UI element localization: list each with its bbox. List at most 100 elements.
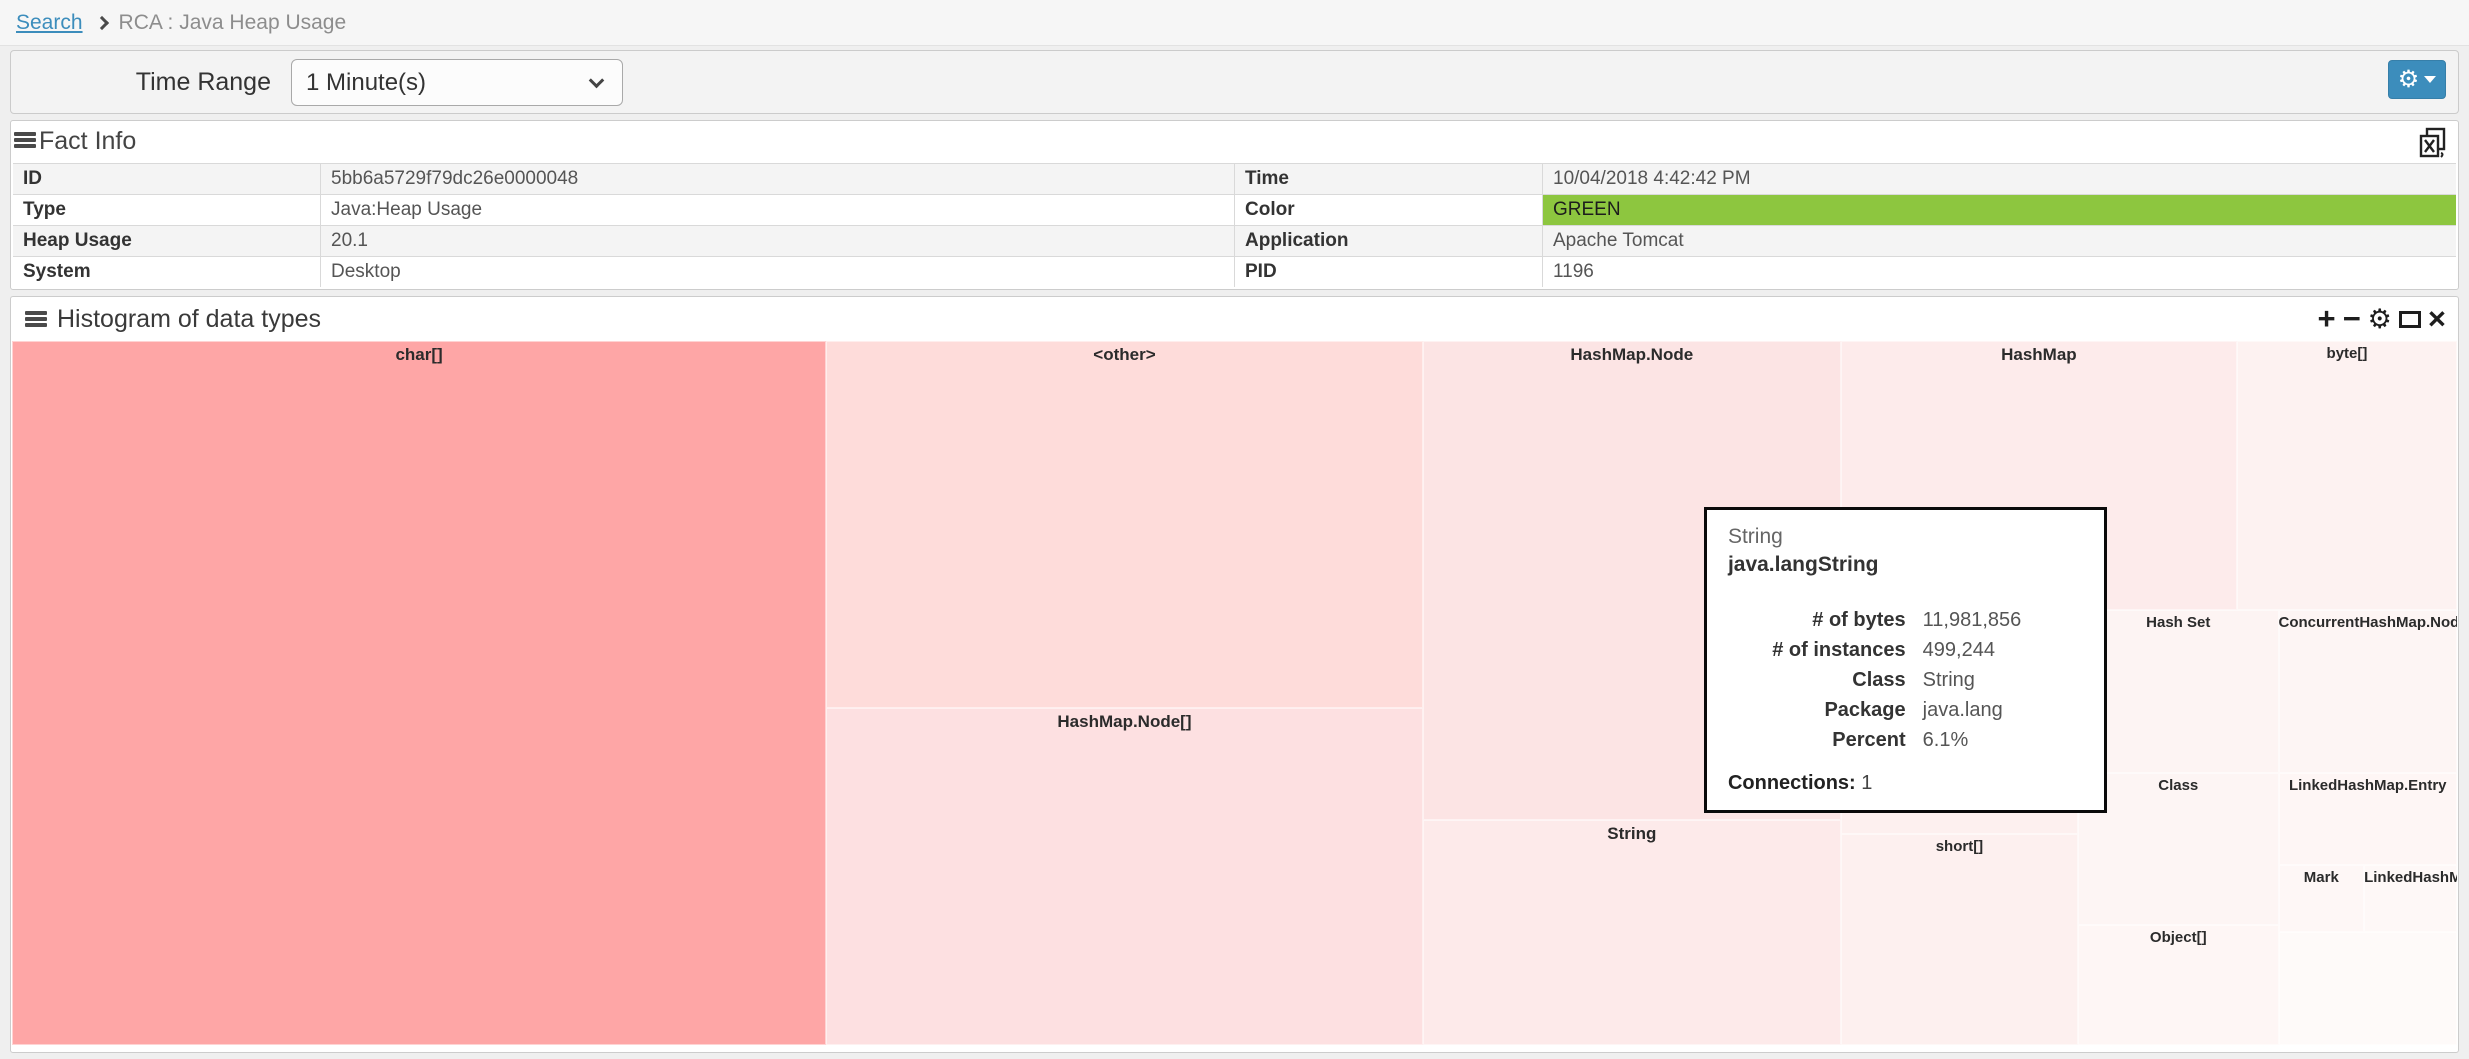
treemap-cell-linkedhashmap-entry[interactable]: LinkedHashMap.Entry [2278, 773, 2457, 865]
tooltip-title: String [1727, 525, 1783, 549]
treemap-cell-mark[interactable]: Mark [2278, 864, 2365, 933]
treemap-cell-label: String [1607, 823, 1657, 843]
time-range-label: Time Range [135, 68, 271, 96]
fact-value: Apache Tomcat [1553, 230, 1684, 251]
treemap-cell-linkedhashmap[interactable]: LinkedHashMap [2364, 864, 2457, 933]
tooltip-connections-label: Connections: [1727, 772, 1856, 795]
treemap-cell-label: char[] [395, 345, 443, 364]
fact-value: 1196 [1553, 261, 1594, 282]
fact-label: Color [1235, 195, 1543, 225]
fact-value: 5bb6a5729f79dc26e0000048 [321, 164, 1235, 194]
fact-value: 20.1 [321, 226, 1235, 256]
chevron-down-icon [588, 72, 605, 89]
treemap-cell-object[interactable]: Object[] [2078, 925, 2279, 1045]
zoom-out-icon[interactable]: − [2342, 301, 2361, 336]
fact-row: Type Java:Heap Usage Color GREEN [13, 194, 2456, 225]
treemap-cell-label: <other> [1093, 345, 1156, 364]
list-icon [25, 311, 47, 329]
fact-info-title: Fact Info [39, 127, 137, 155]
toolbar: Time Range 1 Minute(s) ⚙ [10, 50, 2459, 114]
histogram-title: Histogram of data types [57, 305, 322, 333]
treemap-cell-class[interactable]: Class [2078, 773, 2279, 926]
tooltip-field-row: # of bytes 11,981,856 [1728, 609, 2083, 632]
tooltip-field-label: Percent [1832, 729, 1906, 752]
fact-info-header: Fact Info [11, 121, 2458, 163]
tooltip-field-row: # of instances 499,244 [1728, 639, 2083, 662]
tooltip-subtitle: java.langString [1727, 553, 1879, 577]
treemap-cell-label: Hash Set [2146, 613, 2211, 631]
treemap-cell-label: Object[] [2149, 929, 2207, 947]
treemap-cell-hash-set[interactable]: Hash Set [2078, 609, 2279, 774]
treemap-cell-hashmap-node[interactable]: HashMap.Node[] [826, 708, 1423, 1045]
tooltip-connections-value: 1 [1861, 772, 1873, 795]
tooltip-field-row: Class String [1728, 669, 2083, 692]
fact-row: System Desktop PID 1196 [13, 256, 2456, 287]
tooltip-field-label: Package [1824, 699, 1906, 722]
tooltip-connections: Connections: 1 [1728, 772, 1872, 795]
treemap-tooltip: String java.langString # of bytes 11,981,… [1703, 507, 2108, 814]
fact-label: Time [1235, 164, 1543, 194]
tooltip-field-value: String [1922, 669, 1975, 692]
maximize-icon[interactable] [2398, 310, 2421, 328]
fact-row: ID 5bb6a5729f79dc26e0000048 Time 10/04/2018… [13, 163, 2456, 194]
fact-value: 10/04/2018 4:42:42 PM [1553, 168, 1751, 189]
treemap-cell-label: HashMap.Node [1570, 345, 1694, 364]
fact-label: Heap Usage [13, 226, 321, 256]
fact-label: System [13, 257, 321, 287]
tooltip-field-label: Class [1852, 669, 1906, 692]
treemap-cell-short[interactable]: short[] [1840, 833, 2079, 1045]
tooltip-field-value: 499,244 [1922, 639, 1995, 662]
time-range-selected-value: 1 Minute(s) [306, 69, 427, 96]
treemap-cell-label: HashMap.Node[] [1057, 712, 1192, 732]
fact-info-panel: Fact Info ID 5bb6a5729f79dc26e0000048 Time… [10, 120, 2459, 290]
fact-value: Java:Heap Usage [321, 195, 1235, 225]
treemap-cell-unlabeled[interactable] [2278, 932, 2457, 1045]
tooltip-field-value: 6.1% [1922, 729, 1969, 752]
treemap-cell-char[interactable]: char[] [12, 341, 827, 1045]
treemap-cell-label: short[] [1935, 837, 1984, 855]
treemap-cell-label: LinkedHashMap [2364, 868, 2457, 886]
treemap-cell-concurrenthashmap-node[interactable]: ConcurrentHashMap.Node [2278, 609, 2458, 774]
breadcrumb-search-link[interactable]: Search [16, 10, 83, 34]
treemap-cell-string[interactable]: String [1422, 819, 1841, 1045]
treemap-cell-other[interactable]: <other> [826, 341, 1423, 709]
fact-label: PID [1235, 257, 1543, 287]
treemap: char[] <other> HashMap.Node[] HashMap.Node S… [12, 341, 2457, 1045]
breadcrumb: Search RCA : Java Heap Usage [0, 0, 2469, 46]
treemap-cell-byte[interactable]: byte[] [2236, 341, 2457, 610]
treemap-cell-label: Class [2158, 777, 2199, 795]
breadcrumb-current-page: RCA : Java Heap Usage [118, 10, 347, 34]
tooltip-field-row: Package java.lang [1728, 699, 2083, 722]
fact-info-table: ID 5bb6a5729f79dc26e0000048 Time 10/04/2018… [13, 163, 2456, 287]
zoom-in-icon[interactable]: + [2317, 301, 2336, 336]
treemap-cell-label: LinkedHashMap.Entry [2288, 777, 2447, 795]
histogram-header: Histogram of data types + − ⚙ × [11, 297, 2458, 339]
tooltip-field-value: java.lang [1922, 699, 2003, 722]
settings-gear-icon[interactable]: ⚙ [2367, 304, 2392, 334]
tooltip-field-value: 11,981,856 [1922, 609, 2022, 632]
breadcrumb-chevron-icon [94, 15, 109, 30]
tooltip-fields: # of bytes 11,981,856 # of instances 499,24… [1728, 609, 2083, 752]
export-icon[interactable] [2418, 127, 2448, 164]
fact-row: Heap Usage 20.1 Application Apache Tomcat [13, 225, 2456, 256]
histogram-panel: Histogram of data types + − ⚙ × char[] <othe… [10, 296, 2459, 1053]
gear-icon: ⚙ [2397, 65, 2420, 93]
fact-label: Application [1235, 226, 1543, 256]
treemap-cell-label: Mark [2303, 868, 2339, 886]
fact-label: Type [13, 195, 321, 225]
list-icon [14, 132, 36, 150]
treemap-cell-label: byte[] [2326, 345, 2368, 362]
close-icon[interactable]: × [2427, 301, 2446, 336]
caret-down-icon [2424, 76, 2437, 83]
fact-value: Desktop [321, 257, 1235, 287]
tooltip-field-row: Percent 6.1% [1728, 729, 2083, 752]
time-range-select[interactable]: 1 Minute(s) [291, 59, 623, 106]
treemap-cell-label: ConcurrentHashMap.Node [2278, 613, 2458, 631]
tooltip-field-label: # of instances [1772, 639, 1906, 662]
settings-dropdown-button[interactable]: ⚙ [2388, 60, 2446, 99]
tooltip-field-label: # of bytes [1812, 609, 1906, 632]
fact-label: ID [13, 164, 321, 194]
fact-value: GREEN [1543, 195, 2456, 225]
histogram-window-controls: + − ⚙ × [2317, 299, 2446, 339]
